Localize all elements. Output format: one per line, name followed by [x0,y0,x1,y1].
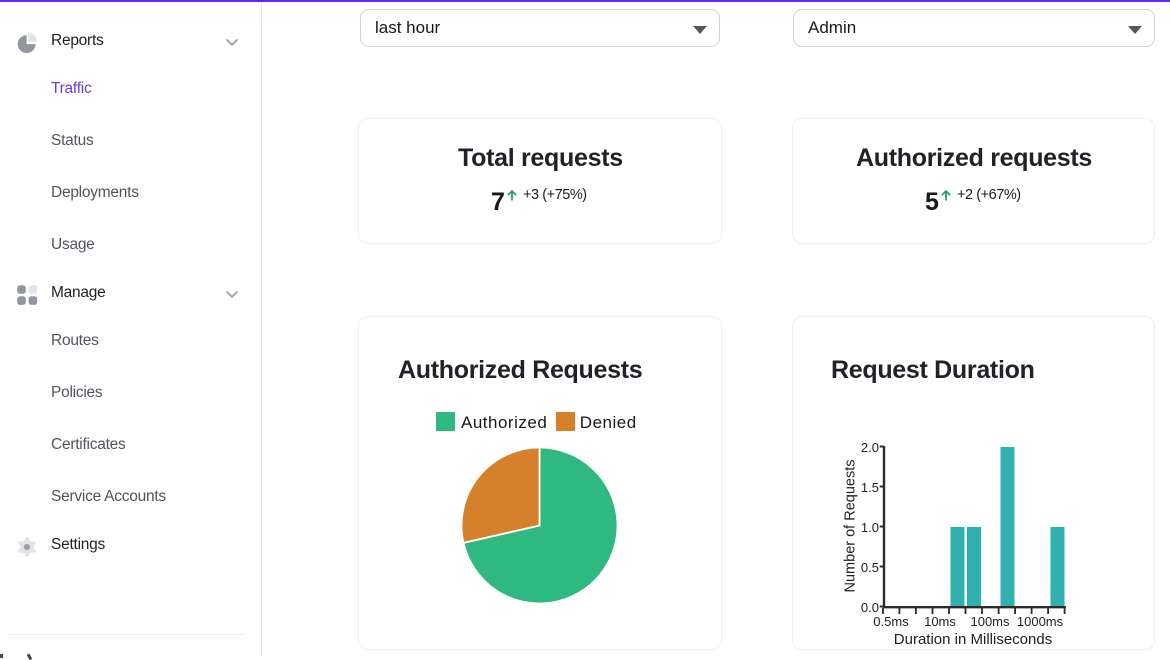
svg-text:1000ms: 1000ms [1017,614,1064,629]
svg-text:1.0: 1.0 [861,520,879,535]
svg-text:0.5ms: 0.5ms [873,614,909,629]
svg-text:10ms: 10ms [924,614,956,629]
svg-text:1.5: 1.5 [861,480,879,495]
svg-text:0.5: 0.5 [861,560,879,575]
svg-text:2.0: 2.0 [861,440,879,455]
svg-text:Duration in Milliseconds: Duration in Milliseconds [894,631,1052,648]
svg-text:Number of Requests: Number of Requests [843,460,859,593]
svg-text:0.0: 0.0 [861,600,879,615]
svg-text:100ms: 100ms [970,614,1010,629]
